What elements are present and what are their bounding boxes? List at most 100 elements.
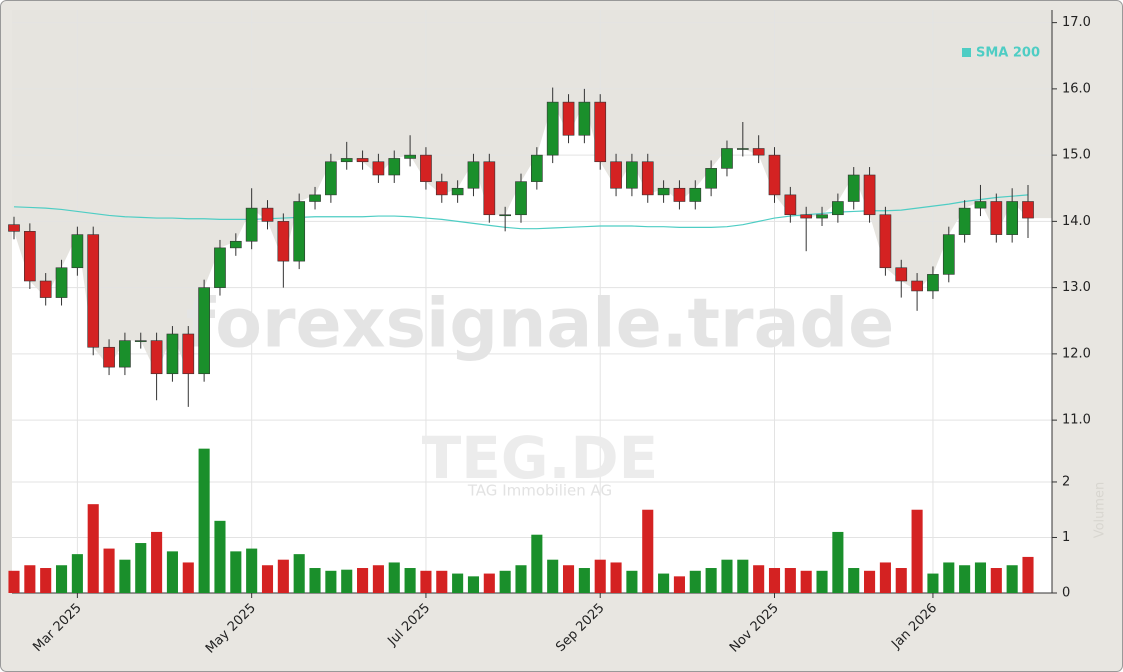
candle-body	[214, 247, 226, 288]
volume-bar	[895, 568, 907, 593]
y-tick-label: 14.0	[1062, 214, 1091, 229]
candle-body	[911, 280, 923, 292]
volume-bar	[547, 559, 559, 593]
candle-body	[134, 340, 147, 342]
candle-body	[736, 148, 749, 150]
candle-body	[356, 158, 369, 163]
volume-bar	[610, 562, 622, 593]
volume-bar	[309, 568, 321, 593]
y-tick-label: 13.0	[1062, 280, 1091, 295]
candle-body	[87, 234, 100, 348]
legend-swatch	[962, 48, 971, 57]
volume-bar	[325, 570, 337, 593]
candle-body	[784, 194, 797, 216]
candle-body	[166, 333, 179, 375]
candle-body	[8, 224, 20, 232]
volume-bar	[261, 565, 274, 593]
watermark: forexsignale.trade	[186, 285, 895, 364]
volume-bar	[562, 565, 575, 593]
volume-tick-label: 1	[1062, 530, 1070, 545]
volume-bar	[230, 551, 242, 593]
watermark-name: TAG Immobilien AG	[467, 482, 612, 500]
volume-bar	[103, 548, 115, 593]
volume-bar	[658, 573, 670, 593]
volume-bar	[531, 534, 543, 593]
candle-body	[942, 234, 955, 275]
candle-body	[657, 187, 670, 196]
volume-bar	[483, 573, 495, 593]
volume-bar	[151, 531, 163, 593]
candle-body	[229, 240, 242, 249]
volume-bar	[436, 570, 448, 593]
volume-bar	[135, 543, 147, 593]
candle-body	[182, 333, 195, 375]
candle-body	[245, 207, 258, 242]
candle-body	[673, 187, 686, 202]
volume-bar	[246, 548, 258, 593]
volume-bar	[642, 509, 654, 593]
volume-bar	[768, 568, 781, 593]
volume-bar	[848, 568, 860, 593]
price-shade	[12, 10, 1052, 374]
volume-bar	[388, 562, 400, 593]
volume-bar	[182, 562, 194, 593]
volume-tick-label: 2	[1062, 474, 1070, 489]
volume-bar	[721, 559, 733, 593]
volume-bar	[705, 568, 717, 593]
candle-body	[847, 174, 860, 202]
candle-body	[721, 148, 733, 169]
volume-bar	[927, 573, 939, 593]
candle-body	[626, 161, 638, 189]
candle-body	[530, 154, 543, 182]
volume-bar	[341, 569, 353, 593]
candle-body	[340, 158, 353, 163]
volume-bar	[515, 565, 527, 593]
sma-line	[13, 194, 1029, 230]
volume-bar	[372, 565, 384, 593]
volume-tick-label: 0	[1062, 586, 1070, 601]
candle-body	[863, 174, 876, 216]
candle-body	[467, 161, 480, 189]
candle-body	[277, 221, 290, 262]
volume-bar	[816, 570, 828, 593]
candle-body	[974, 201, 987, 209]
candle-body	[958, 207, 971, 235]
volume-bar	[959, 565, 971, 593]
volume-bar	[420, 570, 432, 593]
candle-body	[1006, 201, 1019, 235]
volume-bar	[87, 504, 99, 593]
volume-bar	[293, 554, 305, 593]
candle-body	[546, 101, 559, 156]
candle-body	[927, 274, 939, 292]
volume-bar	[578, 568, 590, 593]
candle-body	[689, 187, 702, 202]
volume-bar	[864, 570, 876, 593]
candle-body	[990, 201, 1003, 235]
candle-body	[261, 207, 274, 222]
candle-body	[404, 154, 416, 159]
volume-bar	[800, 570, 812, 593]
candle-body	[515, 181, 527, 216]
candle-body	[768, 154, 781, 196]
candle-body	[562, 101, 575, 136]
candle-body	[832, 201, 844, 216]
volume-bar	[404, 568, 416, 593]
y-tick-label: 16.0	[1062, 81, 1091, 96]
candle-body	[800, 214, 813, 219]
volume-bar	[357, 568, 369, 593]
candle-body	[705, 168, 717, 189]
watermark-symbol: TEG.DE	[422, 424, 659, 492]
volume-bar	[1022, 556, 1034, 593]
volume-bar	[1006, 565, 1018, 593]
candle-body	[198, 287, 210, 375]
volume-bar	[673, 576, 685, 593]
candle-body	[752, 148, 765, 156]
volume-bar	[626, 570, 638, 593]
candle-body	[594, 101, 607, 163]
candle-body	[388, 158, 401, 176]
volume-bar	[214, 520, 226, 593]
candle-body	[879, 214, 892, 269]
candle-body	[499, 214, 512, 217]
y-tick-label: 17.0	[1062, 15, 1091, 30]
